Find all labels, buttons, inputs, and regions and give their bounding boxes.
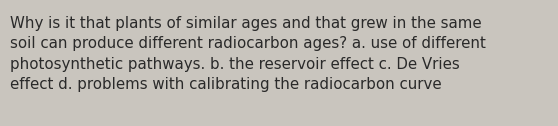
Text: Why is it that plants of similar ages and that grew in the same
soil can produce: Why is it that plants of similar ages an… xyxy=(10,16,486,92)
